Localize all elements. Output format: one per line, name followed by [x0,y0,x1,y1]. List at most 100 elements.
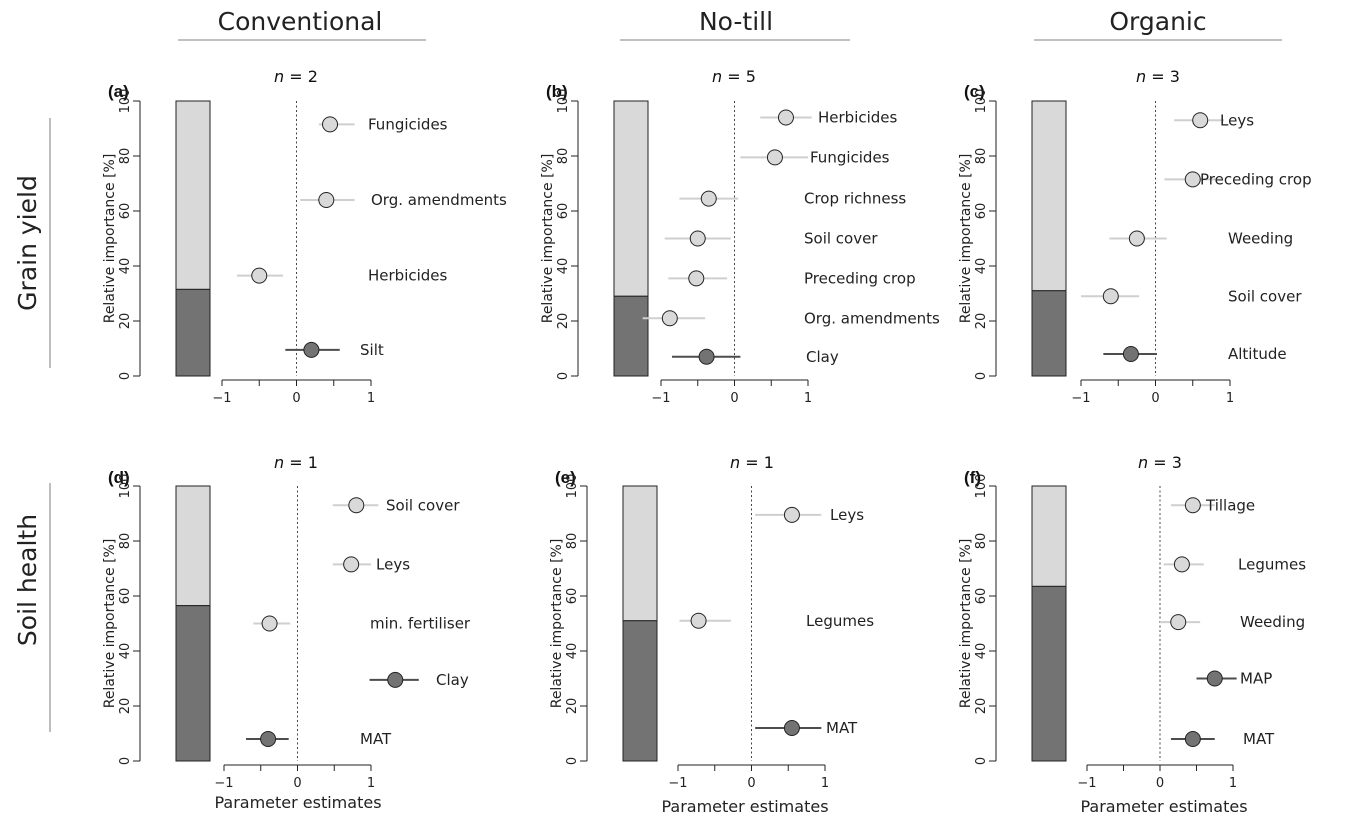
panel-f: (f) n = 3 0 20 40 60 80 100 Relative importance … [958,453,1306,791]
y-axis-title: Relative importance [%] [102,539,118,709]
y-tick-label: 20 [565,698,580,715]
predictor-label: Tillage [1205,496,1255,514]
estimate-point [348,497,365,514]
x-tick-label: 0 [1151,391,1159,406]
estimate-point [1192,112,1209,129]
predictor-label: Leys [1220,111,1254,129]
panel-n-title: n = 2 [274,67,318,86]
panel-label: (e) [555,468,576,487]
y-tick-label: 20 [118,313,133,330]
x-tick-label: 0 [1156,776,1164,791]
panel-n-title: n = 1 [274,453,318,472]
predictor-label: Soil cover [1228,287,1302,305]
predictor-label: MAP [1240,670,1272,688]
column-headers: Conventional No-till Organic [178,7,1282,41]
estimate-point [661,310,678,327]
predictor-label: Org. amendments [804,309,940,327]
panel-label: (a) [108,82,129,101]
panel-c: (c) n = 3 0 20 40 60 80 100 Relative importance … [958,67,1312,406]
y-tick-label: 100 [974,474,989,499]
y-axis-title: Relative importance [%] [540,154,556,324]
y-tick-label: 60 [556,203,571,220]
bar-segment-dark [1031,585,1067,762]
x-tick-label: 0 [747,776,755,791]
predictor-label: Clay [806,348,839,366]
bar-segment-dark [622,620,658,762]
x-tick-label: −1 [212,391,231,406]
y-tick-label: 20 [974,698,989,715]
estimate-point [688,270,705,287]
row-title-soil-health: Soil health [13,514,42,646]
y-tick-label: 60 [974,588,989,605]
estimate-point [251,267,268,284]
y-tick-label: 40 [974,258,989,275]
y-tick-label: 0 [565,757,580,765]
predictor-label: Preceding crop [1200,170,1312,188]
estimate-point [783,720,800,736]
bar-segment-light [175,100,211,290]
estimate-point [1184,171,1201,188]
x-axis-title: Parameter estimates [661,797,828,816]
x-tick-label: −1 [214,776,233,791]
y-tick-label: 40 [118,258,133,275]
predictor-label: Legumes [806,612,874,630]
predictor-label: Herbicides [818,109,898,127]
estimate-point [322,116,339,133]
column-title-no-till: No-till [699,7,773,36]
predictor-label: Altitude [1228,345,1287,363]
panel-a: (a) n = 2 0 20 40 60 80 100 Relative importance … [102,67,507,406]
estimate-point [1206,670,1223,687]
y-tick-label: 0 [118,372,133,380]
predictor-label: Soil cover [804,230,878,248]
bar-segment-dark [1031,290,1067,377]
row-title-grain-yield: Grain yield [13,175,42,311]
predictor-label: Crop richness [804,190,906,208]
predictor-label: Silt [360,341,384,359]
panel-n-title: n = 3 [1136,67,1180,86]
predictor-label: Clay [436,671,469,689]
y-tick-label: 40 [118,643,133,660]
panel-b: (b) n = 5 0 20 40 60 80 100 Relative importance … [540,67,940,406]
estimate-point [303,341,320,358]
y-tick-label: 20 [556,313,571,330]
bar-segment-light [622,485,658,622]
predictor-label: Org. amendments [371,191,507,209]
x-tick-label: 0 [292,391,300,406]
panel-n-title: n = 5 [712,67,756,86]
y-axis-title: Relative importance [%] [958,539,974,709]
estimate-point [261,615,278,632]
predictor-label: Herbicides [368,267,448,285]
panel-n-title: n = 1 [730,453,774,472]
y-tick-label: 80 [556,148,571,165]
x-axis-title: Parameter estimates [1080,797,1247,816]
y-tick-label: 20 [974,313,989,330]
estimate-point [343,556,360,573]
y-tick-label: 80 [565,533,580,550]
bar-segment-dark [175,288,211,377]
x-tick-label: −1 [668,776,687,791]
x-tick-label: −1 [651,391,670,406]
estimate-point [1170,614,1187,631]
estimate-point [1184,497,1201,514]
estimate-point [700,190,717,207]
estimate-point [777,109,794,126]
predictor-label: Preceding crop [804,269,916,287]
panel-label: (c) [964,82,985,101]
y-axis-title: Relative importance [%] [102,154,118,324]
predictor-label: min. fertiliser [370,615,471,633]
x-tick-label: 1 [821,776,829,791]
bar-segment-light [1031,485,1067,587]
estimate-point [1122,346,1139,362]
x-axis-title: Parameter estimates [214,793,381,812]
y-tick-label: 80 [118,533,133,550]
predictor-label: Weeding [1228,230,1293,248]
x-tick-label: 1 [804,391,812,406]
x-tick-label: −1 [1071,391,1090,406]
estimate-point [689,230,706,247]
y-axis-title: Relative importance [%] [549,539,565,709]
estimate-point [1173,556,1190,573]
estimate-point [318,192,335,208]
predictor-label: Fungicides [810,148,890,166]
